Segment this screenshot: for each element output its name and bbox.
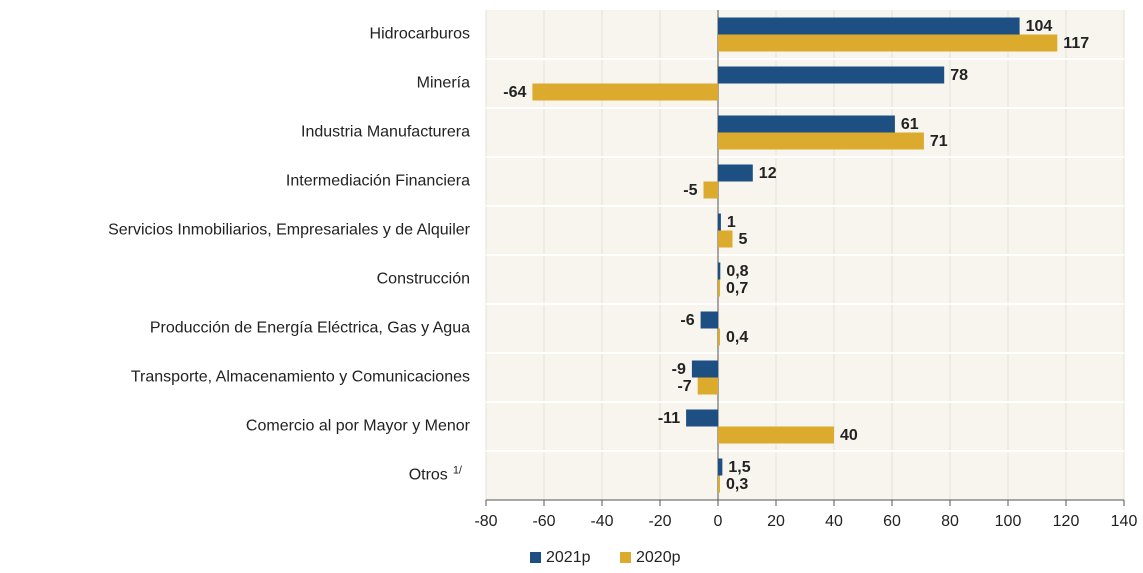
value-label: -11: [658, 410, 680, 427]
x-tick-label: 80: [941, 513, 959, 530]
y-tick-label: Servicios Inmobiliarios, Empresariales y…: [108, 222, 471, 239]
bar: [718, 132, 924, 150]
bar: [691, 360, 718, 378]
value-label: 5: [739, 231, 748, 248]
value-label: 0,8: [726, 263, 748, 280]
category-name: Otros: [409, 467, 448, 484]
y-tick-label: Construcción: [377, 271, 470, 288]
x-tick-label: 100: [995, 513, 1022, 530]
bar: [700, 311, 718, 329]
x-tick-label: 0: [714, 513, 723, 530]
legend-label: 2020p: [636, 549, 681, 566]
value-label: -64: [503, 84, 526, 101]
value-label: 0,4: [726, 329, 748, 346]
value-label: 1: [727, 214, 736, 231]
y-tick-label: Otros 1/: [409, 464, 463, 483]
legend-swatch: [620, 552, 631, 563]
bar: [718, 115, 895, 133]
bar: [718, 328, 720, 346]
x-tick-label: -60: [532, 513, 555, 530]
bar: [532, 83, 718, 101]
x-tick-label: -20: [648, 513, 671, 530]
value-label: 1,5: [728, 459, 750, 476]
bar: [718, 213, 721, 231]
value-label: -7: [677, 378, 691, 395]
bar: [718, 17, 1020, 35]
bar: [718, 458, 723, 476]
legend-swatch: [530, 552, 541, 563]
x-tick-label: 140: [1111, 513, 1138, 530]
bar: [718, 164, 753, 182]
bar: [718, 230, 733, 248]
value-label: -6: [680, 312, 694, 329]
x-tick-label: 20: [767, 513, 785, 530]
x-tick-label: -40: [590, 513, 613, 530]
value-label: 12: [759, 165, 777, 182]
x-tick-label: 60: [883, 513, 901, 530]
bar: [718, 34, 1058, 52]
value-label: -5: [683, 182, 697, 199]
bar: [697, 377, 718, 395]
value-label: 40: [840, 427, 858, 444]
y-tick-label: Minería: [417, 75, 470, 92]
y-tick-label: Producción de Energía Eléctrica, Gas y A…: [150, 320, 470, 337]
value-label: 78: [950, 67, 968, 84]
legend-label: 2021p: [546, 549, 591, 566]
y-tick-label: Industria Manufacturera: [301, 124, 470, 141]
y-tick-label: Comercio al por Mayor y Menor: [246, 418, 471, 435]
x-tick-label: 120: [1053, 513, 1080, 530]
y-tick-label: Transporte, Almacenamiento y Comunicacio…: [131, 369, 470, 386]
value-label: 0,3: [726, 476, 748, 493]
value-label: 117: [1063, 35, 1089, 52]
bar: [686, 409, 718, 427]
bar: [718, 279, 721, 297]
x-tick-label: 40: [825, 513, 843, 530]
value-label: 104: [1026, 18, 1053, 35]
value-label: -9: [672, 361, 686, 378]
value-label: 61: [901, 116, 919, 133]
bar: [718, 66, 945, 84]
y-tick-label: Hidrocarburos: [370, 26, 470, 43]
value-label: 71: [930, 133, 948, 150]
footnote-mark: 1/: [453, 464, 463, 476]
bar: [718, 426, 834, 444]
bar: [703, 181, 718, 199]
bar: [718, 262, 721, 280]
y-tick-label: Intermediación Financiera: [286, 173, 470, 190]
bar: [718, 475, 720, 493]
x-tick-label: -80: [474, 513, 497, 530]
value-label: 0,7: [726, 280, 748, 297]
